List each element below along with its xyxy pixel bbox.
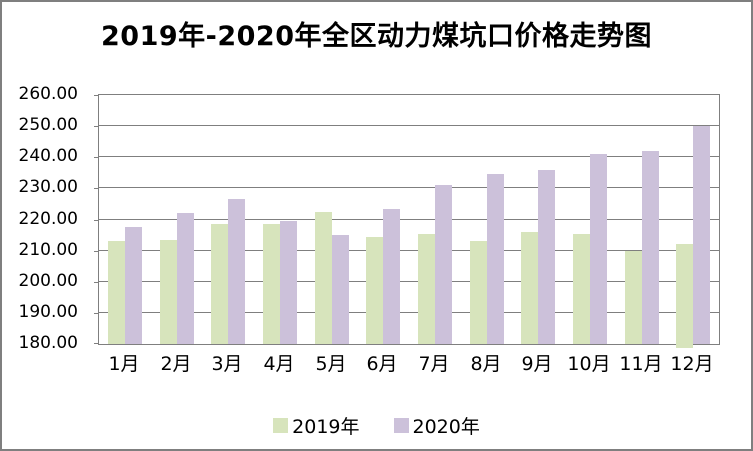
bar-2020年 <box>693 126 710 344</box>
axis-tick <box>94 157 99 158</box>
bar-2019年 <box>573 233 590 344</box>
axis-tick <box>94 220 99 221</box>
y-axis-label: 220.00 <box>18 209 78 229</box>
bar-2020年 <box>590 154 607 344</box>
x-axis-label: 1月 <box>108 353 140 375</box>
bar-2019年 <box>211 224 228 344</box>
x-axis-label: 2月 <box>160 353 192 375</box>
bar-2020年 <box>125 227 142 344</box>
legend-label: 2020年 <box>412 416 480 438</box>
bar-2020年 <box>642 151 659 344</box>
x-axis-label: 12月 <box>670 353 714 375</box>
y-axis-label: 180.00 <box>18 333 78 353</box>
bar-2019年 <box>470 241 487 344</box>
plot-area <box>94 94 720 348</box>
bar-2020年 <box>228 199 245 344</box>
axis-tick <box>94 251 99 252</box>
gridline <box>99 219 719 220</box>
bar-2019年 <box>315 211 332 344</box>
bar-2019年 <box>108 241 125 344</box>
bar-2019年 <box>366 236 383 344</box>
bar-2019年 <box>521 232 538 344</box>
legend-label: 2019年 <box>292 416 360 438</box>
chart-title: 2019年-2020年全区动力煤坑口价格走势图 <box>101 21 652 52</box>
gridline <box>99 156 719 157</box>
axis-tick <box>94 126 99 127</box>
bar-2019年 <box>625 250 642 344</box>
bar-2020年 <box>487 174 504 344</box>
axis-tick <box>94 95 99 96</box>
x-axis-label: 3月 <box>211 353 243 375</box>
gridline <box>99 312 719 313</box>
bar-2020年 <box>538 169 555 344</box>
legend-item: 2019年 <box>273 412 360 439</box>
y-axis-label: 260.00 <box>18 84 78 104</box>
bar-2019年 <box>160 239 177 344</box>
bar-2019年 <box>676 244 693 348</box>
legend-item: 2020年 <box>393 412 480 439</box>
x-axis-label: 6月 <box>366 353 398 375</box>
y-axis-label: 240.00 <box>18 146 78 166</box>
x-axis-label: 4月 <box>263 353 295 375</box>
legend: 2019年 2020年 <box>2 412 751 439</box>
legend-swatch <box>393 418 409 433</box>
y-axis-label: 230.00 <box>18 177 78 197</box>
bar-2020年 <box>280 221 297 344</box>
gridline <box>99 187 719 188</box>
bar-2019年 <box>263 224 280 344</box>
y-axis-label: 250.00 <box>18 115 78 135</box>
bar-2019年 <box>418 233 435 344</box>
axis-tick <box>94 188 99 189</box>
x-axis-label: 10月 <box>567 353 611 375</box>
axis-tick <box>94 313 99 314</box>
legend-swatch <box>273 418 289 433</box>
x-axis-label: 9月 <box>521 353 553 375</box>
bar-2020年 <box>383 208 400 344</box>
gridline <box>99 250 719 251</box>
x-axis-label: 7月 <box>418 353 450 375</box>
x-axis-label: 8月 <box>470 353 502 375</box>
x-axis-label: 11月 <box>619 353 663 375</box>
gridline <box>99 281 719 282</box>
bar-2020年 <box>177 213 194 344</box>
bar-2020年 <box>435 185 452 344</box>
y-axis-label: 200.00 <box>18 271 78 291</box>
axis-tick <box>94 282 99 283</box>
axis-tick <box>94 343 99 344</box>
gridline <box>99 125 719 126</box>
y-axis-label: 210.00 <box>18 240 78 260</box>
bar-2020年 <box>332 235 349 344</box>
x-axis-label: 5月 <box>315 353 347 375</box>
y-axis-label: 190.00 <box>18 302 78 322</box>
